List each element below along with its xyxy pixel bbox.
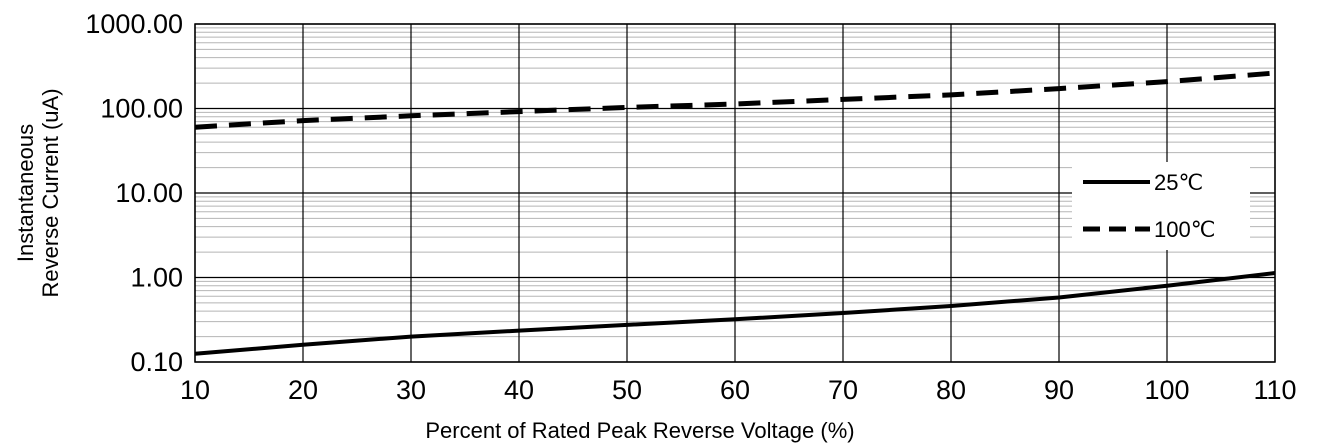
plot-border bbox=[194, 23, 1276, 363]
y-tick-label: 10.00 bbox=[115, 178, 183, 208]
series-layer bbox=[194, 70, 1276, 356]
series-line-25c bbox=[194, 271, 1276, 356]
series-line-100c bbox=[194, 70, 1276, 130]
legend-box bbox=[1072, 162, 1250, 250]
y-axis-title: Instantaneous Reverse Current (uA) bbox=[13, 88, 63, 297]
x-tick-label: 30 bbox=[396, 375, 426, 405]
y-axis-title-line-1: Instantaneous bbox=[13, 124, 38, 262]
x-tick-label: 40 bbox=[504, 375, 534, 405]
x-tick-label: 20 bbox=[288, 375, 318, 405]
x-tick-label: 90 bbox=[1044, 375, 1074, 405]
y-tick-label: 0.10 bbox=[130, 347, 183, 377]
x-tick-label: 110 bbox=[1253, 375, 1296, 405]
y-tick-label: 1.00 bbox=[130, 263, 183, 293]
y-tick-labels: 0.10 1.00 10.00 100.00 1000.00 bbox=[85, 9, 183, 377]
legend-label-100c: 100℃ bbox=[1154, 217, 1215, 242]
y-tick-label: 1000.00 bbox=[85, 9, 183, 39]
y-axis-title-line-2: Reverse Current (uA) bbox=[38, 88, 63, 297]
x-tick-label: 60 bbox=[720, 375, 750, 405]
legend: 25℃ 100℃ bbox=[1072, 162, 1250, 250]
x-tick-label: 80 bbox=[936, 375, 966, 405]
x-tick-labels: 10 20 30 40 50 60 70 80 90 100 110 bbox=[180, 375, 1297, 405]
x-tick-label: 70 bbox=[828, 375, 858, 405]
x-tick-label: 100 bbox=[1144, 375, 1189, 405]
y-tick-label: 100.00 bbox=[100, 94, 183, 124]
x-tick-label: 10 bbox=[180, 375, 210, 405]
x-axis-title: Percent of Rated Peak Reverse Voltage (%… bbox=[425, 418, 854, 443]
x-tick-label: 50 bbox=[612, 375, 642, 405]
legend-label-25c: 25℃ bbox=[1154, 170, 1203, 195]
